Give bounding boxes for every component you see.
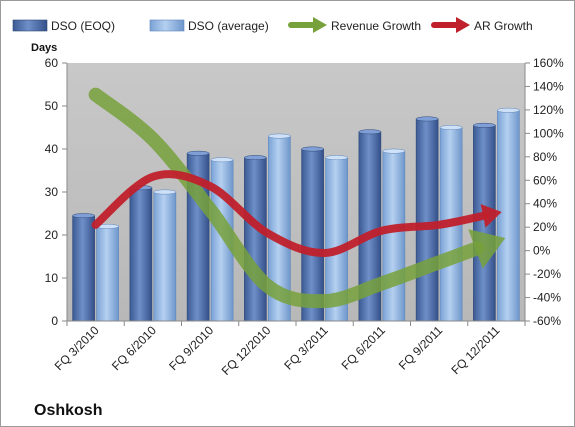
y-tick-label: 40 — [45, 142, 59, 156]
y2-tick-label: 40% — [533, 197, 557, 211]
x-tick-label: FQ 3/2010 — [52, 323, 102, 373]
x-tick-label: FQ 9/2010 — [166, 323, 216, 373]
y2-tick-label: 0% — [533, 244, 551, 258]
y2-tick-label: 160% — [533, 56, 564, 70]
x-tick-label: FQ 3/2011 — [281, 323, 331, 373]
arrowhead-revenue-growth — [468, 229, 506, 269]
y-tick-label: 60 — [45, 56, 59, 70]
line-ar-growth — [91, 170, 490, 257]
line-revenue-growth — [88, 87, 485, 309]
bar-dso-average — [382, 150, 406, 322]
bar-top-dso-average — [439, 125, 463, 130]
bar-dso-eoq — [415, 118, 439, 322]
bar-top-dso-average — [497, 107, 520, 113]
y2-tick-label: 80% — [533, 150, 557, 164]
bar-top-dso-eoq — [301, 146, 324, 152]
x-tick-label: FQ 12/2010 — [219, 323, 274, 378]
legend: DSO (EOQ) DSO (average) Revenue Growth A… — [12, 17, 533, 33]
y-tick-label: 10 — [45, 271, 59, 285]
bar-top-dso-eoq — [473, 122, 496, 128]
legend-label-ar-growth: AR Growth — [474, 19, 533, 33]
y-tick-label: 0 — [51, 314, 58, 328]
bar-dso-eoq — [473, 125, 496, 322]
y2-tick-label: 60% — [533, 173, 557, 187]
legend-label-dso-eoq: DSO (EOQ) — [51, 19, 115, 33]
bar-top-dso-eoq — [244, 155, 267, 161]
x-tick-label: FQ 6/2011 — [339, 323, 389, 373]
y2-tick-label: 140% — [533, 79, 564, 93]
legend-label-dso-average: DSO (average) — [188, 19, 269, 33]
bar-dso-average — [497, 110, 520, 322]
x-tick-label: FQ 9/2011 — [396, 323, 446, 373]
y2-tick-label: 100% — [533, 126, 564, 140]
legend-swatch-dso-eoq — [12, 19, 48, 32]
bar-dso-eoq — [129, 187, 153, 322]
y2-tick-label: -60% — [533, 314, 561, 328]
y-tick-label: 30 — [45, 185, 59, 199]
y2-tick-label: 120% — [533, 103, 564, 117]
y2-tick-label: -40% — [533, 291, 561, 305]
x-tick-label: FQ 6/2010 — [109, 323, 159, 373]
bar-dso-eoq — [244, 157, 267, 322]
x-tick-label: FQ 12/2011 — [448, 323, 502, 377]
bar-top-dso-average — [268, 133, 291, 139]
chart-caption: Oshkosh — [34, 402, 102, 419]
bar-top-dso-eoq — [358, 129, 382, 135]
legend-swatch-dso-average — [149, 19, 185, 32]
bar-top-dso-eoq — [72, 213, 95, 219]
bar-top-dso-eoq — [415, 116, 439, 122]
bar-dso-eoq — [72, 215, 95, 322]
bar-top-dso-eoq — [186, 150, 210, 156]
bar-dso-average — [153, 191, 177, 322]
arrowhead-ar-growth — [480, 204, 502, 228]
legend-label-revenue-growth: Revenue Growth — [331, 19, 421, 33]
y2-tick-label: 20% — [533, 220, 557, 234]
bar-dso-average — [96, 226, 119, 322]
y-tick-label: 50 — [45, 99, 59, 113]
y2-tick-label: -20% — [533, 267, 561, 281]
bar-top-dso-average — [382, 148, 406, 154]
lines-layer — [88, 87, 506, 309]
y-axis-title: Days — [31, 42, 57, 54]
bar-top-dso-average — [210, 157, 234, 163]
y-tick-label: 20 — [45, 228, 59, 242]
bar-top-dso-average — [325, 155, 348, 161]
bar-top-dso-average — [153, 189, 177, 195]
legend-arrow-ar-growth — [431, 17, 470, 33]
legend-arrow-revenue-growth — [288, 17, 327, 33]
